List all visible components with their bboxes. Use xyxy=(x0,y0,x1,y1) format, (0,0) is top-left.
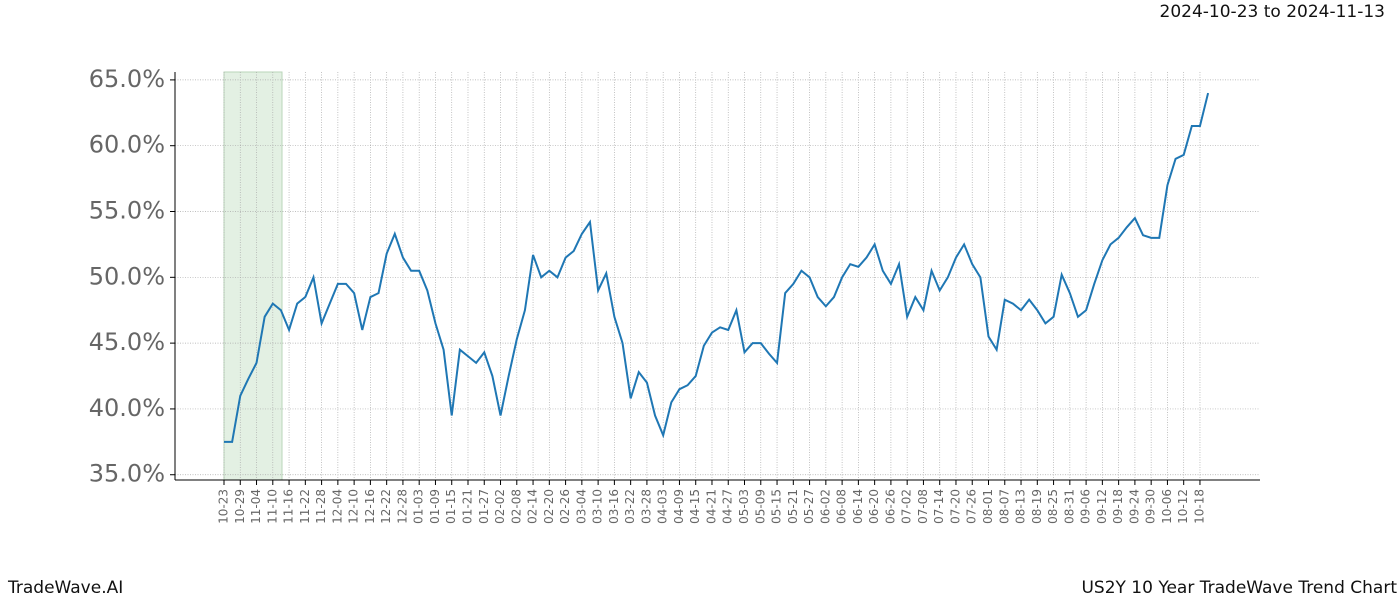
x-tick-label: 02-14 xyxy=(526,489,540,524)
x-tick-label: 08-07 xyxy=(997,489,1011,524)
x-tick-label: 07-14 xyxy=(932,489,946,524)
x-tick-label: 12-10 xyxy=(347,489,361,524)
x-tick-label: 04-15 xyxy=(688,489,702,524)
y-tick-label: 45.0% xyxy=(89,328,165,356)
x-tick-label: 05-09 xyxy=(753,489,767,524)
y-tick-label: 35.0% xyxy=(89,460,165,488)
x-tick-label: 12-28 xyxy=(395,489,409,524)
x-tick-label: 12-16 xyxy=(363,489,377,524)
x-tick-label: 11-04 xyxy=(249,489,263,524)
x-tick-label: 02-02 xyxy=(493,489,507,524)
date-range: 2024-10-23 to 2024-11-13 xyxy=(1160,2,1385,22)
x-tick-label: 09-18 xyxy=(1111,489,1125,524)
line-series xyxy=(224,92,1210,443)
chart-title: US2Y 10 Year TradeWave Trend Chart xyxy=(1081,578,1397,598)
x-tick-label: 01-03 xyxy=(412,489,426,524)
x-tick-label: 02-08 xyxy=(509,489,523,524)
y-tick-label: 40.0% xyxy=(89,394,165,422)
x-tick-label: 06-02 xyxy=(818,489,832,524)
x-tick-label: 05-03 xyxy=(737,489,751,524)
x-tick-label: 08-31 xyxy=(1062,489,1076,524)
x-tick-label: 04-21 xyxy=(704,489,718,524)
x-tick-label: 03-04 xyxy=(574,489,588,524)
x-tick-label: 08-19 xyxy=(1030,489,1044,524)
x-tick-label: 02-20 xyxy=(542,489,556,524)
x-tick-label: 08-01 xyxy=(981,489,995,524)
x-tick-label: 08-13 xyxy=(1014,489,1028,524)
x-tick-label: 11-22 xyxy=(298,489,312,524)
x-tick-label: 11-28 xyxy=(314,489,328,524)
x-tick-label: 06-14 xyxy=(851,489,865,524)
x-tick-label: 07-02 xyxy=(900,489,914,524)
x-tick-label: 03-28 xyxy=(639,489,653,524)
x-tick-label: 03-22 xyxy=(623,489,637,524)
x-tick-label: 09-12 xyxy=(1095,489,1109,524)
x-tick-label: 11-16 xyxy=(282,489,296,524)
x-tick-label: 03-16 xyxy=(607,489,621,524)
y-tick-label: 55.0% xyxy=(89,197,165,225)
x-tick-label: 02-26 xyxy=(558,489,572,524)
x-tick-label: 01-21 xyxy=(460,489,474,524)
brand: TradeWave.AI xyxy=(7,578,123,598)
x-tick-label: 11-10 xyxy=(265,489,279,524)
x-tick-label: 01-09 xyxy=(428,489,442,524)
x-tick-label: 05-15 xyxy=(770,489,784,524)
x-tick-label: 10-12 xyxy=(1176,489,1190,524)
x-tick-label: 10-29 xyxy=(233,489,247,524)
x-tick-label: 05-21 xyxy=(786,489,800,524)
highlight-band xyxy=(223,71,283,481)
x-tick-label: 07-26 xyxy=(965,489,979,524)
x-tick-label: 10-18 xyxy=(1192,489,1206,524)
x-tick-label: 04-09 xyxy=(672,489,686,524)
x-tick-label: 06-20 xyxy=(867,489,881,524)
x-tick-label: 07-20 xyxy=(948,489,962,524)
y-tick-label: 50.0% xyxy=(89,262,165,290)
x-tick-label: 05-27 xyxy=(802,489,816,524)
x-tick-label: 08-25 xyxy=(1046,489,1060,524)
y-tick-label: 60.0% xyxy=(89,131,165,159)
x-tick-label: 03-10 xyxy=(591,489,605,524)
x-tick-label: 04-03 xyxy=(656,489,670,524)
x-tick-label: 09-06 xyxy=(1079,489,1093,524)
x-tick-label: 01-15 xyxy=(444,489,458,524)
x-tick-label: 07-08 xyxy=(916,489,930,524)
x-tick-label: 01-27 xyxy=(477,489,491,524)
x-tick-label: 12-04 xyxy=(330,489,344,524)
x-tick-label: 09-24 xyxy=(1127,489,1141,524)
x-tick-label: 09-30 xyxy=(1144,489,1158,524)
x-tick-label: 10-23 xyxy=(217,489,231,524)
x-tick-label: 04-27 xyxy=(721,489,735,524)
x-tick-label: 12-22 xyxy=(379,489,393,524)
x-tick-label: 10-06 xyxy=(1160,489,1174,524)
x-tick-label: 06-08 xyxy=(835,489,849,524)
x-tick-label: 06-26 xyxy=(883,489,897,524)
y-tick-label: 65.0% xyxy=(89,65,165,93)
